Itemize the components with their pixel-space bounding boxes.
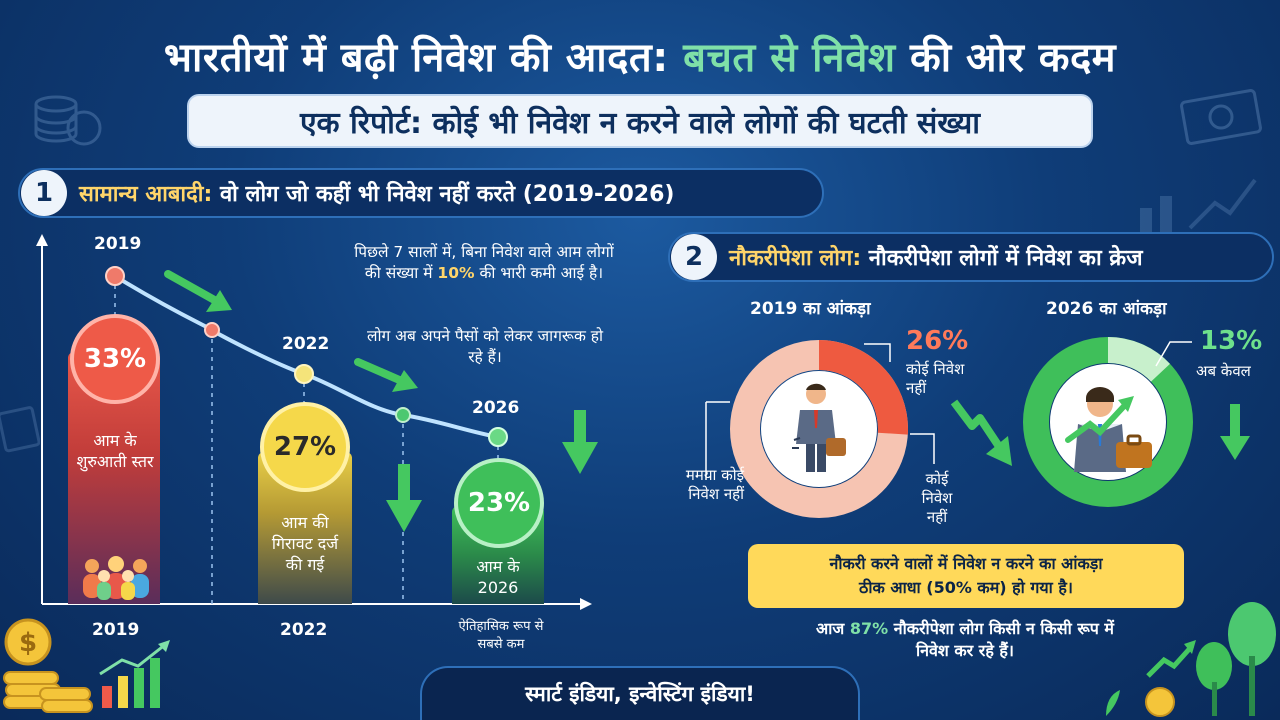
pct-2019: 26% <box>906 326 969 356</box>
svg-text:$: $ <box>19 628 37 658</box>
point-year-2022: 2022 <box>282 334 330 354</box>
plant-icon <box>1106 640 1196 717</box>
pct-2026-text: अब केवल <box>1196 362 1251 380</box>
down-arrow-icon <box>1220 404 1250 460</box>
briefcase-icon <box>1116 442 1152 468</box>
subtitle: एक रिपोर्ट: कोई भी निवेश न करने वाले लोग… <box>299 105 981 141</box>
pct-2019-text: कोई निवेश नहीं <box>906 360 965 397</box>
historic-note: ऐतिहासिक रूप से सबसे कम <box>458 619 544 652</box>
today-highlight: 87% <box>849 619 889 638</box>
bar-text-2026: आम के 2026 <box>476 557 520 597</box>
businessman-icon <box>1065 387 1152 472</box>
bar-text-2019: आम के शुरुआती स्तर <box>76 431 154 471</box>
section1-title: सामान्य आबादी: वो लोग जो कहीं भी निवेश न… <box>79 178 674 208</box>
today-text: निवेश कर रहे हैं। <box>916 641 1014 660</box>
people-group-icon <box>83 556 149 600</box>
fig2019-leaders <box>705 343 935 480</box>
callout-line: ठीक आधा (50% कम) हो गया है। <box>859 578 1073 597</box>
trend-arrow-icon <box>950 399 1012 466</box>
note-highlight: 10% <box>437 264 475 282</box>
fig-2026-label: 2026 का आंकड़ा <box>1046 299 1167 319</box>
axis-year-2019: 2019 <box>92 620 140 640</box>
dollar-note-icon <box>0 406 40 453</box>
value-badge-2019: 33% <box>70 314 160 404</box>
briefcase-icon <box>826 438 846 456</box>
fig2019-right-text: कोई निवेश नहीं <box>921 470 953 526</box>
pct-2026: 13% <box>1200 326 1263 356</box>
value-badge-2022: 27% <box>260 402 350 492</box>
subtitle-banner: एक रिपोर्ट: कोई भी निवेश न करने वाले लोग… <box>187 94 1093 148</box>
growth-chart-icon <box>99 640 170 708</box>
dollar-note-icon <box>1180 89 1262 145</box>
title-part: की ओर कदम <box>910 35 1117 81</box>
fig2026-leader <box>1155 341 1192 367</box>
insight-note-1: पिछले 7 सालों में, बिना निवेश वाले आम लो… <box>344 242 624 284</box>
today-stat: आज 87% नौकरीपेशा लोग किसी न किसी रूप में… <box>740 618 1190 662</box>
section-desc: वो लोग जो कहीं भी निवेश नहीं करते (2019-… <box>219 182 675 207</box>
section2-title: नौकरीपेशा लोग: नौकरीपेशा लोगों में निवेश… <box>729 242 1143 272</box>
growth-chart-icon <box>1140 178 1257 236</box>
section1-header: 1 सामान्य आबादी: वो लोग जो कहीं भी निवेश… <box>18 168 824 218</box>
bar-text-2022: आम की गिरावट दर्ज की गई <box>271 513 339 574</box>
key-insight-callout: नौकरी करने वालों में निवेश न करने का आंक… <box>748 544 1184 608</box>
section-number: 1 <box>21 170 67 216</box>
title-part: भारतीयों में बढ़ी निवेश की आदत: <box>163 35 669 81</box>
footer-banner: स्मार्ट इंडिया, इन्वेस्टिंग इंडिया! <box>420 666 860 720</box>
today-text: आज <box>816 619 845 638</box>
coins-icon <box>34 95 102 146</box>
coin-stack-icon: $ <box>3 618 93 713</box>
callout-line: नौकरी करने वालों में निवेश न करने का आंक… <box>829 554 1103 573</box>
section-label: नौकरीपेशा लोग: <box>729 246 862 271</box>
title-highlight: बचत से निवेश <box>683 35 896 81</box>
point-year-2026: 2026 <box>472 398 520 418</box>
note-text: की भारी कमी आई है। <box>479 264 604 282</box>
fig2019-left-text: ममया कोई निवेश नहीं <box>685 466 744 503</box>
axis-year-2022: 2022 <box>280 620 328 640</box>
page-title: भारतीयों में बढ़ी निवेश की आदत: बचत से न… <box>0 28 1280 83</box>
fig-2019-label: 2019 का आंकड़ा <box>750 299 871 319</box>
insight-note-2: लोग अब अपने पैसों को लेकर जागरूक हो रहे … <box>366 327 604 366</box>
section-label: सामान्य आबादी: <box>79 182 213 207</box>
value-badge-2026: 23% <box>454 458 544 548</box>
today-text: नौकरीपेशा लोग किसी न किसी रूप में <box>893 619 1114 638</box>
point-year-2019: 2019 <box>94 234 142 254</box>
section2-header: 2 नौकरीपेशा लोग: नौकरीपेशा लोगों में निव… <box>668 232 1274 282</box>
section-desc: नौकरीपेशा लोगों में निवेश का क्रेज <box>868 246 1143 271</box>
section-number: 2 <box>671 234 717 280</box>
businessman-icon <box>792 383 846 472</box>
note-text: पिछले 7 सालों में, बिना निवेश वाले आम लो… <box>354 243 614 282</box>
tree-icon <box>1196 602 1276 716</box>
